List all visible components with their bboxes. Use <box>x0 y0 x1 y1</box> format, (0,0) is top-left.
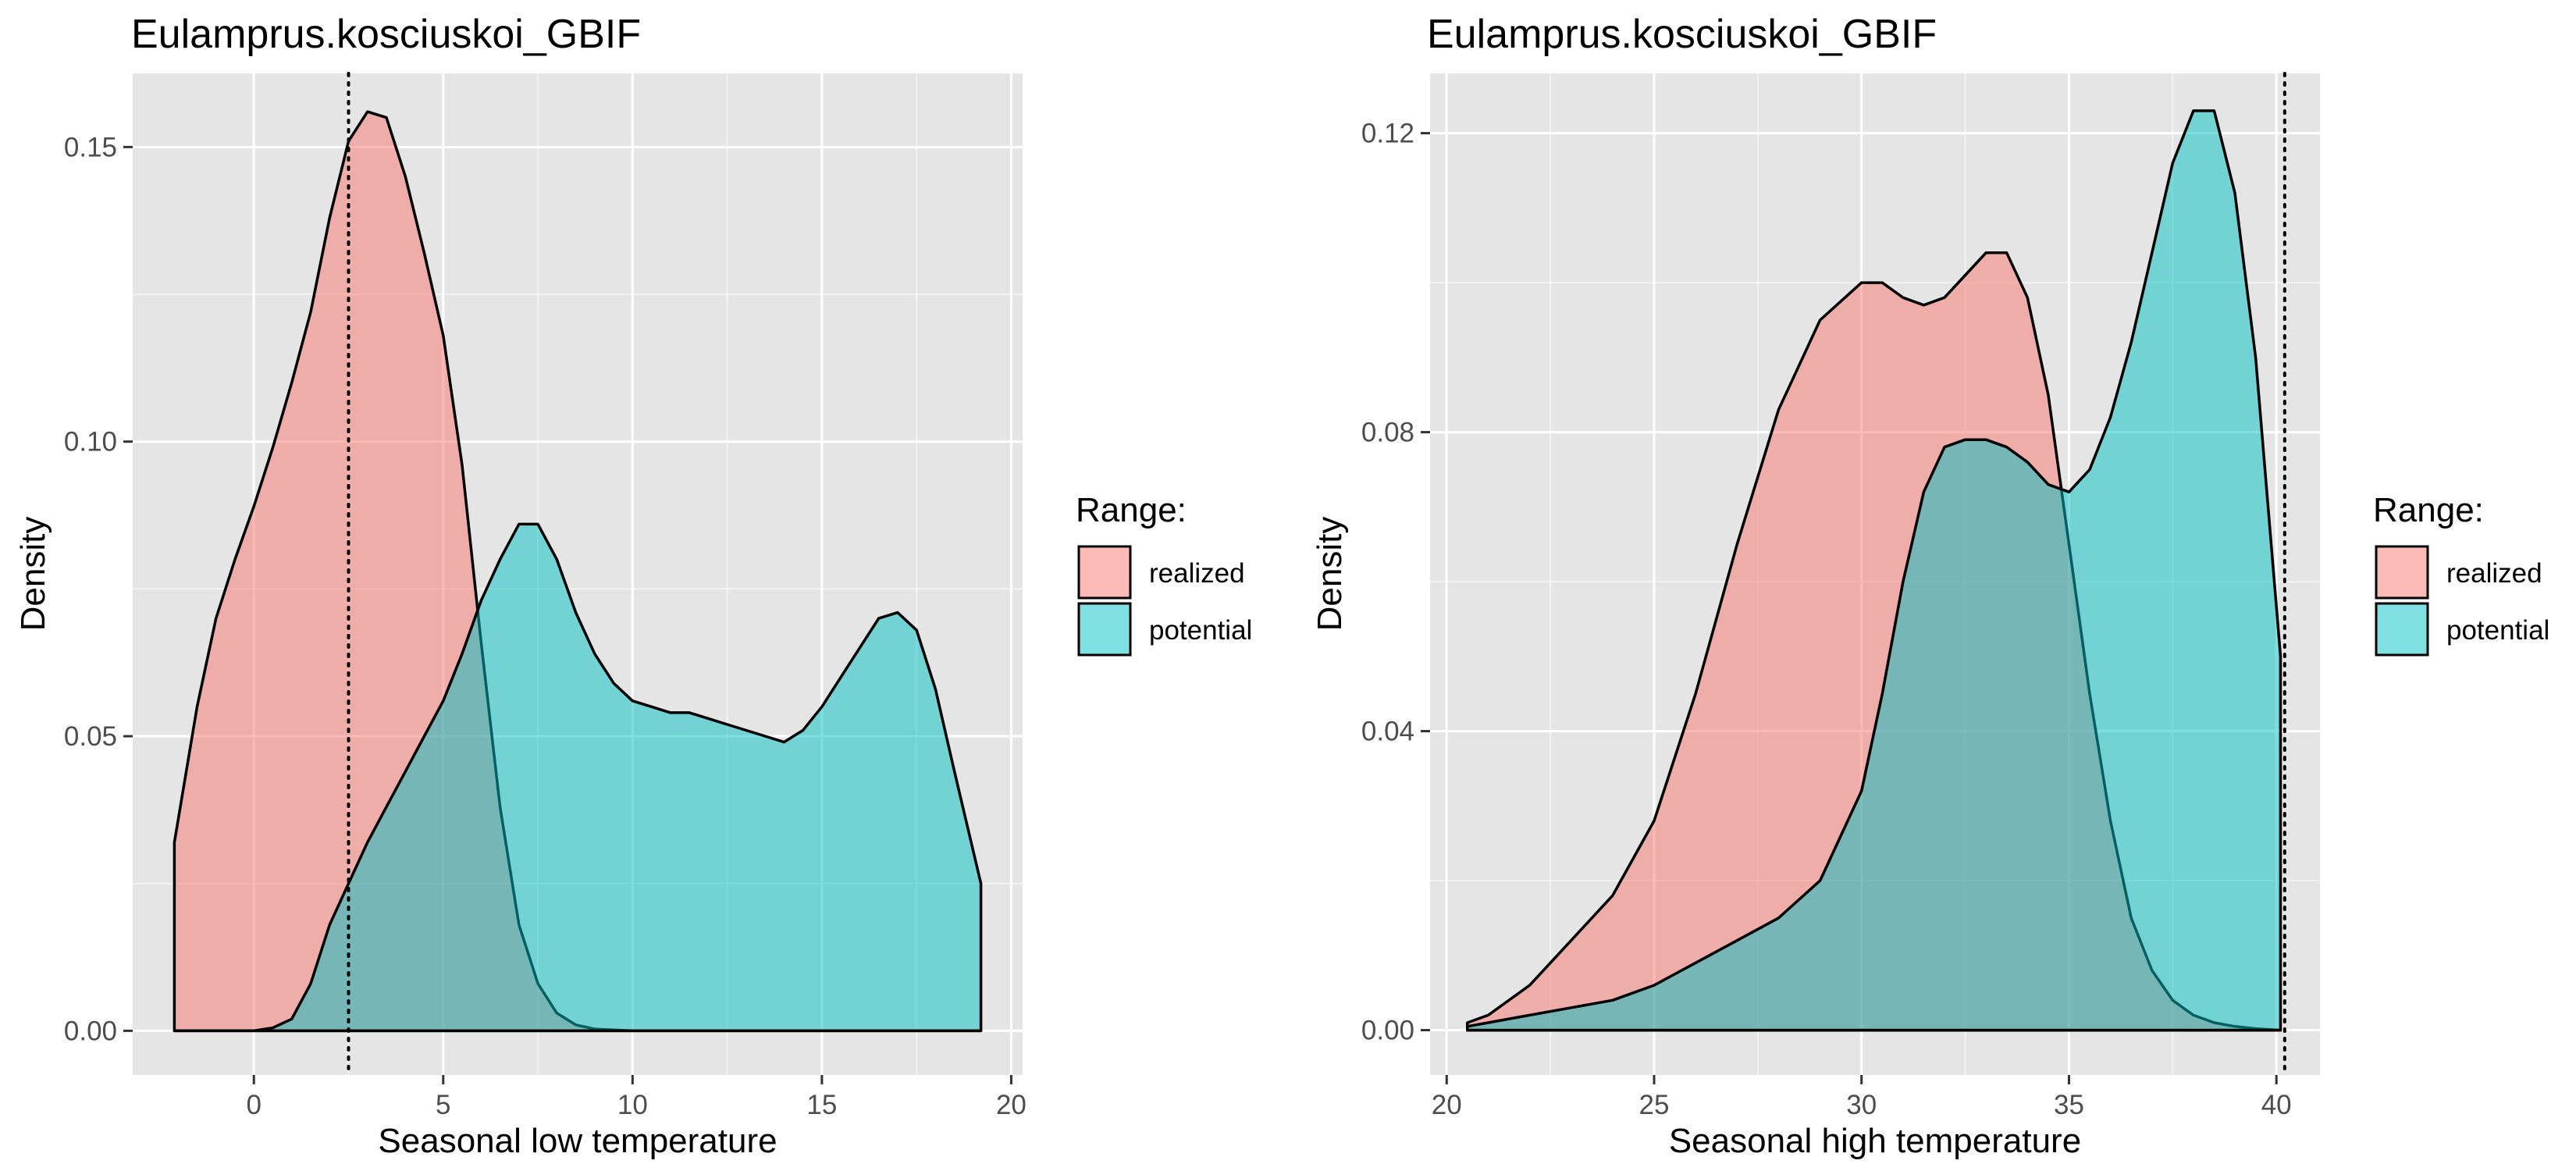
chart-1-legend-key-potential <box>1077 602 1132 657</box>
chart-1-x-axis: 0 5 10 15 20 <box>246 1075 1026 1120</box>
chart-2-x-tick-label: 35 <box>2054 1090 2084 1120</box>
chart-2-legend-label-realized: realized <box>2446 558 2542 589</box>
chart-1-title: Eulamprus.kosciuskoi_GBIF <box>131 12 641 57</box>
chart-2-y-tick-label: 0.08 <box>1361 418 1414 448</box>
chart-2-area-potential <box>1466 109 2282 1032</box>
chart-1-y-tick-label: 0.00 <box>64 1016 117 1046</box>
chart-1-y-axis-title: Density <box>14 517 52 632</box>
chart-2-x-axis-title: Seasonal high temperature <box>1669 1122 2081 1160</box>
chart-1-y-tick-label: 0.05 <box>64 721 117 752</box>
chart-1-x-tick-label: 10 <box>617 1090 648 1120</box>
chart-1-area-potential <box>173 522 983 1033</box>
chart-2-y-axis-title: Density <box>1311 517 1349 632</box>
chart-2-legend: Range: realized potential <box>2373 491 2549 657</box>
chart-1-y-axis: 0.00 0.05 0.10 0.15 <box>64 132 133 1046</box>
chart-2-y-axis: 0.00 0.04 0.08 0.12 <box>1361 119 1430 1046</box>
chart-2-y-tick-label: 0.12 <box>1361 119 1414 149</box>
chart-2-title: Eulamprus.kosciuskoi_GBIF <box>1427 12 1937 57</box>
chart-2-legend-title: Range: <box>2373 491 2484 529</box>
chart-1-legend: Range: realized potential <box>1076 491 1252 657</box>
chart-1-legend-title: Range: <box>1076 491 1187 529</box>
chart-1: Eulamprus.kosciuskoi_GBIF 0 5 10 15 20 0.000… <box>14 12 1252 1160</box>
chart-1-y-tick-label: 0.15 <box>64 132 117 162</box>
chart-2-legend-label-potential: potential <box>2446 615 2549 646</box>
chart-2-y-tick-label: 0.00 <box>1361 1016 1414 1046</box>
chart-2-density-areas <box>1466 109 2282 1032</box>
chart-2-x-tick-label: 30 <box>1846 1090 1877 1120</box>
chart-2-x-tick-label: 20 <box>1432 1090 1462 1120</box>
chart-1-legend-label-realized: realized <box>1149 558 1245 589</box>
chart-2-legend-key-realized <box>2375 545 2429 600</box>
chart-1-x-tick-label: 20 <box>996 1090 1026 1120</box>
chart-2: Eulamprus.kosciuskoi_GBIF 20 25 30 35 40 0.0… <box>1311 12 2549 1160</box>
chart-1-legend-key-realized <box>1077 545 1132 600</box>
chart-2-y-tick-label: 0.04 <box>1361 717 1414 747</box>
chart-1-x-tick-label: 15 <box>806 1090 837 1120</box>
chart-1-legend-label-potential: potential <box>1149 615 1252 646</box>
chart-1-x-tick-label: 5 <box>436 1090 450 1120</box>
chart-1-y-tick-label: 0.10 <box>64 427 117 457</box>
chart-2-x-tick-label: 25 <box>1639 1090 1670 1120</box>
chart-2-legend-key-potential <box>2375 602 2429 657</box>
chart-2-x-axis: 20 25 30 35 40 <box>1432 1075 2292 1120</box>
chart-1-density-areas <box>173 110 983 1033</box>
chart-1-x-axis-title: Seasonal low temperature <box>378 1122 777 1160</box>
chart-1-x-tick-label: 0 <box>246 1090 261 1120</box>
chart-2-x-tick-label: 40 <box>2261 1090 2292 1120</box>
